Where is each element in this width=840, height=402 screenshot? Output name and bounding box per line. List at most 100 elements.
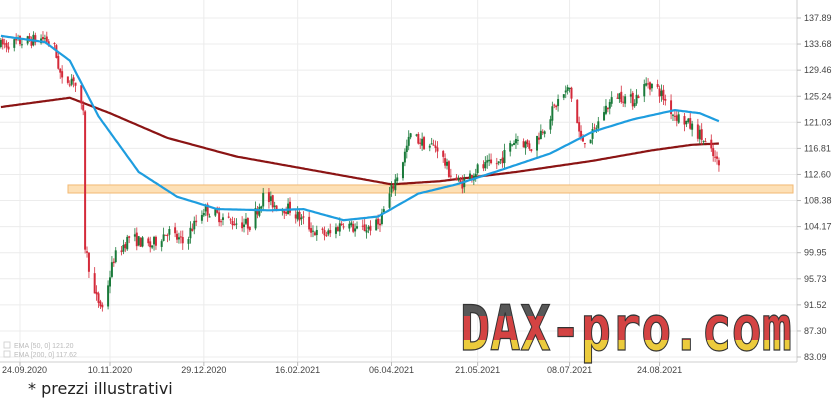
candle [221, 213, 224, 226]
candle-body [589, 139, 592, 144]
candle-body [325, 235, 328, 237]
candle-body [179, 236, 182, 238]
candle [591, 123, 594, 145]
candle [423, 135, 426, 150]
candle-body [687, 118, 690, 122]
chart-grid [0, 0, 798, 363]
candle [635, 89, 638, 106]
candle [568, 87, 571, 93]
candle-body [45, 36, 48, 42]
candle [499, 158, 502, 165]
candle [407, 130, 410, 151]
candle-body [469, 173, 471, 180]
candle [86, 246, 89, 258]
candle [40, 34, 43, 45]
candle-body [488, 159, 491, 162]
candle [476, 163, 479, 175]
candle-body [576, 99, 579, 124]
candle-body [283, 210, 286, 214]
candle [714, 150, 717, 163]
candle-body [107, 285, 110, 307]
candle [449, 168, 452, 180]
candle [432, 139, 435, 146]
candle [149, 236, 152, 253]
candle [166, 233, 169, 243]
candle [522, 138, 525, 148]
candle [704, 137, 707, 143]
candle [514, 133, 517, 149]
candle [177, 232, 180, 244]
candle-body [497, 161, 500, 164]
candle-body [122, 244, 125, 252]
candle-body [509, 143, 512, 152]
candle [631, 91, 634, 110]
candle [436, 141, 439, 159]
candle-body [128, 236, 131, 238]
candle-body [356, 226, 359, 229]
candle [710, 134, 713, 152]
candle-body [110, 262, 113, 277]
candle [34, 32, 37, 46]
candle-body [187, 239, 190, 244]
candle [176, 230, 179, 243]
candle [367, 225, 370, 234]
candle [120, 246, 123, 256]
candle-body [361, 225, 364, 227]
candle [298, 210, 301, 227]
candle [649, 81, 651, 96]
candle [662, 85, 665, 105]
x-tick-label: 21.05.2021 [455, 365, 500, 375]
candle-body [405, 145, 408, 152]
candle [583, 142, 586, 148]
candle-body [47, 41, 50, 45]
candle [151, 245, 154, 250]
candle [394, 174, 397, 196]
candle-body [650, 83, 653, 89]
candle [417, 132, 420, 145]
candle-body [177, 237, 180, 240]
candle [509, 140, 512, 157]
candle [526, 139, 529, 148]
candle [702, 140, 705, 146]
candle-body [258, 206, 261, 216]
candle-body [273, 205, 276, 207]
candle-body [216, 207, 219, 213]
candle-body [300, 217, 303, 220]
x-tick-label: 24.08.2021 [637, 365, 682, 375]
candle-body [583, 143, 586, 145]
candle-body [99, 301, 102, 307]
candle-body [537, 137, 540, 140]
candle-body [375, 219, 378, 231]
candle-body [82, 104, 85, 111]
candle-body [631, 92, 634, 107]
candle [93, 267, 96, 294]
candle [528, 140, 531, 151]
candle [273, 201, 276, 210]
candle-body [442, 151, 445, 157]
candle [656, 79, 659, 89]
candle-body [578, 122, 581, 132]
candle-body [446, 161, 449, 166]
y-tick-label: 121.03 [804, 117, 832, 127]
candle-body [327, 230, 330, 235]
chart-legend: EMA [50, 0] 121.20 EMA [200, 0] 117.62 [3, 341, 77, 359]
candle-body [419, 142, 422, 144]
candle-body [691, 123, 694, 130]
candle-body [176, 233, 179, 240]
candle-body [430, 143, 433, 145]
candle [174, 222, 177, 238]
candle-body [139, 237, 142, 247]
y-tick-label: 125.24 [804, 91, 832, 101]
x-tick-label: 24.09.2020 [2, 365, 47, 375]
candle-body [564, 90, 567, 93]
y-tick-label: 99.95 [804, 248, 827, 258]
candle [95, 285, 98, 301]
candle-body [315, 229, 318, 236]
candle [712, 143, 715, 162]
candle [624, 93, 627, 108]
candle-body [608, 102, 611, 109]
ema50-line [0, 34, 720, 222]
candle-body [235, 223, 238, 225]
candle-body [449, 175, 452, 177]
candle [202, 208, 205, 217]
